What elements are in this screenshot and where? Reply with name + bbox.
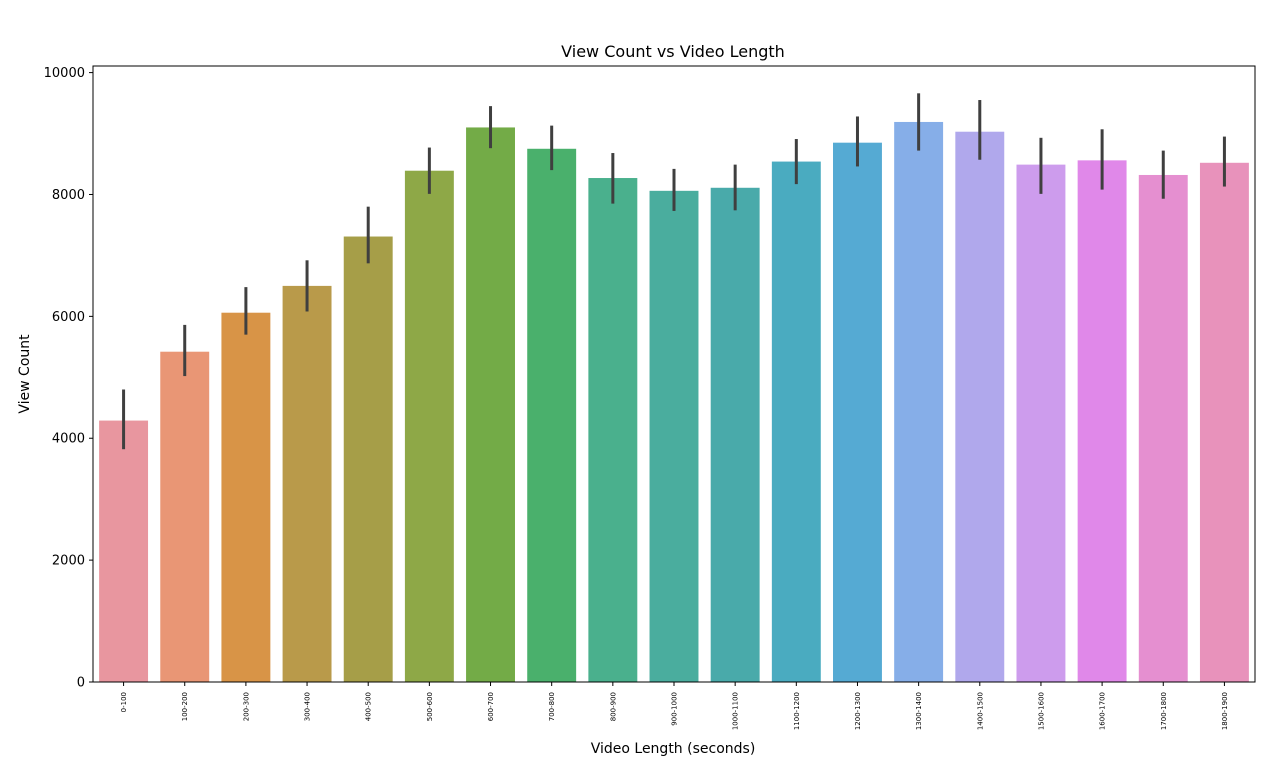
y-tick-label-2000: 2000: [52, 554, 85, 569]
x-axis: 0-100 100-200 200-300 300-400 400-500 500-600…: [120, 682, 1229, 730]
y-axis-label: View Count: [17, 334, 33, 414]
x-tick-label-900-1000: 900-1000: [671, 692, 679, 726]
bar-1100-1200: [771, 161, 821, 683]
plot-frame: [92, 65, 1256, 683]
x-tick-label-1200-1300: 1200-1300: [854, 692, 862, 730]
x-tick-label-700-800: 700-800: [548, 692, 556, 721]
chart-title: View Count vs Video Length: [561, 42, 785, 61]
x-tick-label-1600-1700: 1600-1700: [1099, 692, 1107, 730]
bar-1300-1400: [894, 121, 944, 682]
bar-1200-1300: [833, 142, 882, 682]
x-tick-label-1100-1200: 1100-1200: [793, 692, 801, 730]
x-tick-label-1000-1100: 1000-1100: [732, 692, 740, 730]
bar-0-100: [99, 420, 149, 682]
x-tick-label-100-200: 100-200: [181, 692, 189, 721]
bar-100-200: [160, 351, 210, 682]
y-axis: 0 2000 4000 6000 8000 10000: [44, 66, 93, 691]
bar-500-600: [404, 170, 454, 683]
x-tick-label-1400-1500: 1400-1500: [976, 692, 984, 730]
x-tick-label-600-700: 600-700: [487, 692, 495, 721]
bar-1700-1800: [1138, 174, 1188, 683]
bar-400-500: [343, 236, 393, 682]
x-tick-label-0-100: 0-100: [120, 692, 128, 712]
bar-800-900: [588, 178, 638, 683]
bar-200-300: [221, 312, 271, 682]
x-tick-label-800-900: 800-900: [609, 692, 617, 721]
y-tick-label-6000: 6000: [52, 310, 85, 325]
x-tick-label-300-400: 300-400: [304, 692, 312, 721]
y-tick-label-10000: 10000: [44, 66, 85, 81]
x-tick-label-1300-1400: 1300-1400: [915, 692, 923, 730]
bars-group: [99, 121, 1249, 683]
x-tick-label-1500-1600: 1500-1600: [1037, 692, 1045, 730]
x-tick-label-200-300: 200-300: [242, 692, 250, 721]
bar-700-800: [527, 148, 577, 682]
x-axis-label: Video Length (seconds): [591, 741, 756, 757]
y-tick-label-4000: 4000: [52, 432, 85, 447]
x-tick-label-400-500: 400-500: [365, 692, 373, 721]
x-tick-label-500-600: 500-600: [426, 692, 434, 721]
y-tick-label-8000: 8000: [52, 188, 85, 203]
bar-600-700: [466, 127, 515, 683]
bar-1800-1900: [1199, 162, 1249, 682]
bar-300-400: [282, 285, 332, 682]
bar-1500-1600: [1016, 164, 1066, 683]
bar-900-1000: [649, 190, 699, 682]
bar-1000-1100: [710, 187, 760, 682]
bar-1400-1500: [955, 131, 1005, 683]
y-tick-label-0: 0: [77, 676, 85, 691]
error-bars-group: [122, 93, 1226, 450]
x-tick-label-1800-1900: 1800-1900: [1221, 692, 1229, 730]
bar-1600-1700: [1077, 160, 1127, 682]
x-tick-label-1700-1800: 1700-1800: [1160, 692, 1168, 730]
